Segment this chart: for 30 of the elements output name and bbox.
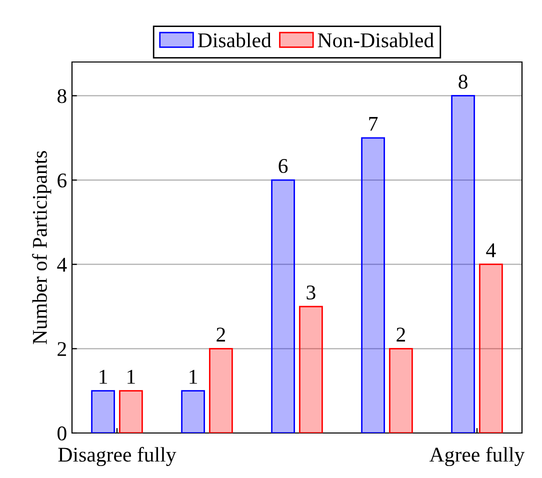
bar [479, 264, 503, 433]
y-tick-label: 4 [57, 258, 67, 272]
data-label: 8 [458, 74, 468, 89]
bar [91, 390, 115, 433]
bar [299, 306, 323, 433]
x-tick-label: Disagree fully [58, 446, 176, 466]
data-label: 1 [100, 370, 108, 384]
data-label: 2 [216, 328, 226, 342]
bar [361, 137, 385, 433]
data-label: 7 [369, 117, 378, 131]
data-label: 3 [306, 286, 316, 300]
bar [119, 390, 143, 433]
legend-label: Non-Disabled [318, 32, 434, 48]
data-label: 1 [128, 370, 135, 384]
x-tick-label: Agree fully [429, 446, 525, 466]
y-tick-label: 6 [58, 173, 67, 188]
data-label: 6 [278, 159, 288, 174]
data-label: 4 [486, 243, 496, 258]
y-tick-label: 2 [58, 342, 66, 356]
y-axis-title: Number of Participants [32, 151, 52, 344]
bar [389, 348, 413, 433]
data-label: 2 [396, 328, 406, 342]
data-label: 1 [190, 370, 198, 384]
bar [181, 390, 205, 433]
bar [271, 179, 295, 433]
legend-label: Disabled [198, 32, 272, 48]
y-tick-label: 8 [58, 89, 66, 104]
bar [451, 95, 475, 433]
bar [209, 348, 233, 433]
y-tick-label: 0 [58, 426, 66, 440]
